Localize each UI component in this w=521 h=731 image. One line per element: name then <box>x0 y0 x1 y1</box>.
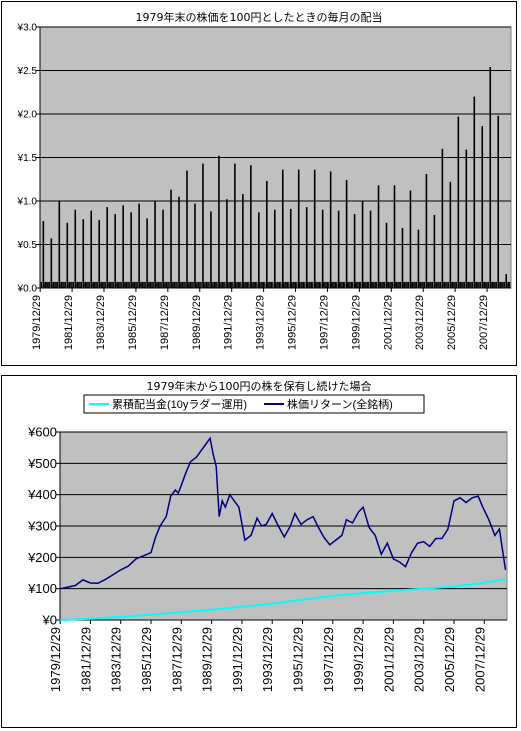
y-tick-label: ¥200 <box>27 550 57 565</box>
x-tick-label: 1979/12/29 <box>48 627 63 692</box>
x-tick-label: 1979/12/29 <box>31 295 43 350</box>
x-tick-label: 1987/12/29 <box>169 627 184 692</box>
x-tick-label: 1981/12/29 <box>63 295 75 350</box>
y-tick-label: ¥0 <box>42 613 57 628</box>
x-tick-label: 1997/12/29 <box>318 295 330 350</box>
y-tick-label: ¥1.5 <box>17 153 38 164</box>
x-tick-label: 1999/12/29 <box>351 627 366 692</box>
series-line-1 <box>60 578 506 621</box>
holding-chart-panel: 1979年末から100円の株を保有し続けた場合 ¥0 ¥100 ¥200 ¥300 ¥4… <box>1 375 517 728</box>
y-tick-label: ¥0.5 <box>17 240 38 251</box>
holding-chart: ¥0 ¥100 ¥200 ¥300 ¥400 ¥500 ¥600 1979/12/29 1981… <box>27 394 508 692</box>
holding-chart-title: 1979年末から100円の株を保有し続けた場合 <box>146 380 372 393</box>
y-tick-label: ¥1.0 <box>17 197 38 208</box>
y-tick-label: ¥2.5 <box>17 66 38 77</box>
x-tick-label: 1991/12/29 <box>230 627 245 692</box>
y-tick-label: ¥300 <box>27 519 57 534</box>
x-tick-label: 2003/12/29 <box>412 627 427 692</box>
dividend-chart-title: 1979年末の株価を100円としたときの毎月の配当 <box>135 11 383 24</box>
x-tick-label: 1999/12/29 <box>350 295 362 350</box>
x-tick-label: 1983/12/29 <box>95 295 107 350</box>
y-tick-label: ¥100 <box>27 581 57 596</box>
y-tick-label: ¥2.0 <box>17 110 38 121</box>
y-tick-label: ¥400 <box>27 487 57 502</box>
x-tick-label: 1989/12/29 <box>200 627 215 692</box>
x-tick-label: 1991/12/29 <box>223 295 235 350</box>
x-tick-label: 1989/12/29 <box>191 295 203 350</box>
x-tick-label: 1993/12/29 <box>255 295 267 350</box>
x-tick-label: 1985/12/29 <box>127 295 139 350</box>
x-tick-label: 2001/12/29 <box>381 627 396 692</box>
y-tick-label: ¥500 <box>27 456 57 471</box>
dividend-chart-panel: 1979年末の株価を100円としたときの毎月の配当 ¥0.0 ¥0.5 ¥1.0 ¥1… <box>1 1 517 366</box>
dividend-chart: ¥0.0 ¥0.5 ¥1.0 ¥1.5 ¥2.0 ¥2.5 ¥3.0 1979/12/29 19… <box>17 23 512 350</box>
x-tick-label: 1993/12/29 <box>260 627 275 692</box>
legend-label-return: 株価リターン(全銘柄) <box>287 397 393 411</box>
series-line-2 <box>60 436 507 590</box>
x-tick-label: 2001/12/29 <box>382 295 394 350</box>
x-tick-label: 1983/12/29 <box>109 627 124 692</box>
y-tick-label: ¥600 <box>27 425 57 440</box>
x-tick-label: 1997/12/29 <box>321 627 336 692</box>
x-tick-label: 1987/12/29 <box>159 295 171 350</box>
legend-label-dividend: 累積配当金(10yラダー運用) <box>112 397 247 411</box>
legend-box <box>83 394 425 414</box>
y-tick-label: ¥0.0 <box>17 284 38 295</box>
x-tick-label: 2005/12/29 <box>446 295 458 350</box>
x-tick-label: 2007/12/29 <box>478 295 490 350</box>
x-tick-label: 1981/12/29 <box>78 627 93 692</box>
x-tick-label: 1995/12/29 <box>287 295 299 350</box>
dividend-bars <box>39 67 511 288</box>
x-tick-label: 2007/12/29 <box>472 627 487 692</box>
x-tick-label: 2003/12/29 <box>414 295 426 350</box>
x-tick-label: 1995/12/29 <box>291 627 306 692</box>
y-tick-label: ¥3.0 <box>17 23 38 34</box>
x-tick-label: 1985/12/29 <box>139 627 154 692</box>
x-tick-label: 2005/12/29 <box>442 627 457 692</box>
legend: 累積配当金(10yラダー運用) 株価リターン(全銘柄) <box>83 394 425 414</box>
